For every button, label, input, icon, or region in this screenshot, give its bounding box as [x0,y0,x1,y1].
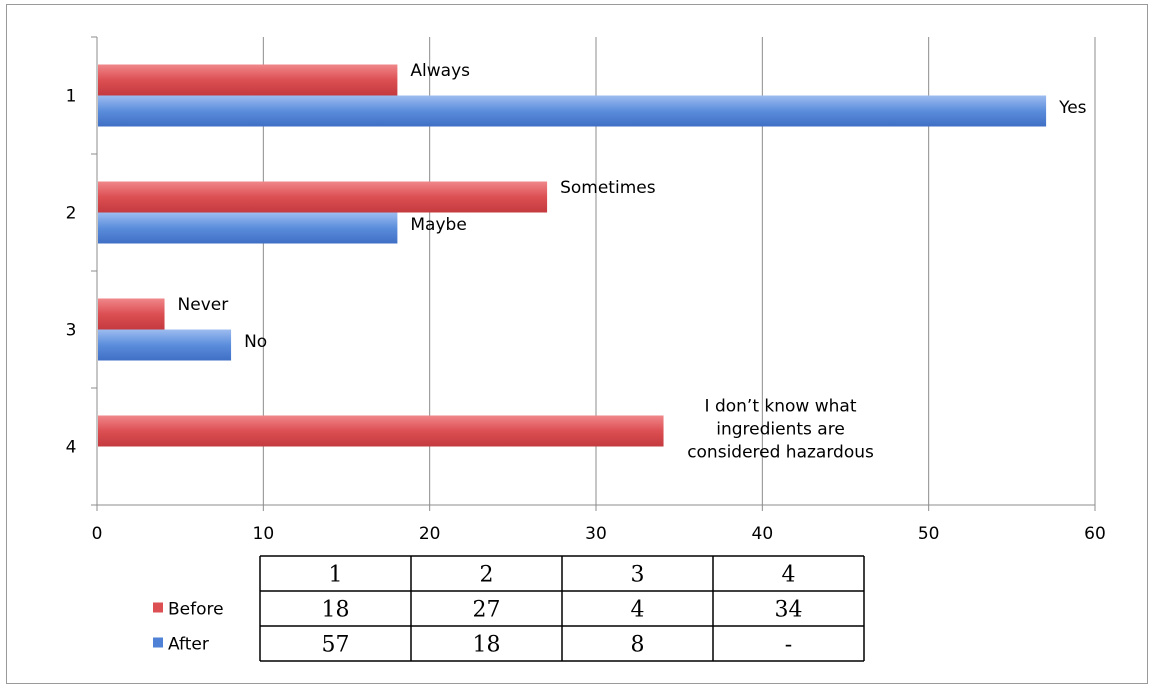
bar-after [98,329,232,361]
bar-label: Sometimes [560,178,656,198]
table-cell: 4 [631,598,645,623]
table-cell: - [785,633,792,658]
y-tick-label: 3 [66,321,77,341]
bars [98,64,1047,447]
bar-before [98,298,165,330]
table-header-cell: 2 [480,563,494,588]
x-tick-label: 30 [585,524,607,544]
table-cell: 34 [775,598,803,623]
bar-label: Always [410,61,470,81]
bar-labels: Always Yes Sometimes Maybe Never No I don’t kn… [178,61,1087,463]
table-header-cell: 4 [782,563,796,588]
x-tick-label: 10 [253,524,275,544]
bar-before [98,415,664,447]
bar-before [98,64,398,96]
y-tick-label: 2 [66,204,77,224]
x-tick-label: 50 [918,524,940,544]
bar-label: Yes [1058,98,1087,118]
x-tick-label: 40 [752,524,774,544]
table-cell: 18 [322,598,350,623]
legend-label-before: Before [168,600,224,620]
table-header-cell: 1 [329,563,343,588]
legend-swatch-before [153,602,163,613]
legend-swatch-after [153,637,163,648]
bar-label: I don’t know what ingredients are consider… [687,397,874,463]
y-tick-label: 1 [66,87,77,107]
axes: 0 10 20 30 40 50 60 1 2 3 4 [66,36,1106,544]
x-tick-label: 60 [1084,524,1106,544]
table-cell: 18 [473,633,501,658]
legend: Before After [153,600,224,655]
legend-label-after: After [168,635,209,655]
y-tick-label: 4 [66,438,77,458]
x-tick-label: 20 [419,524,441,544]
table-header-cell: 3 [631,563,645,588]
bar-label: No [244,332,267,352]
bar-after [98,95,1047,127]
bar-before [98,181,548,213]
table-cell: 27 [473,598,501,623]
bar-label: Never [178,295,229,315]
bar-after [98,212,398,244]
bar-label: Maybe [410,215,466,235]
table-cell: 8 [631,633,645,658]
x-tick-label: 0 [92,524,103,544]
table-cell: 57 [322,633,350,658]
chart-frame: 0 10 20 30 40 50 60 1 2 3 4 Always Yes Sometimes Mayb… [6,4,1148,684]
